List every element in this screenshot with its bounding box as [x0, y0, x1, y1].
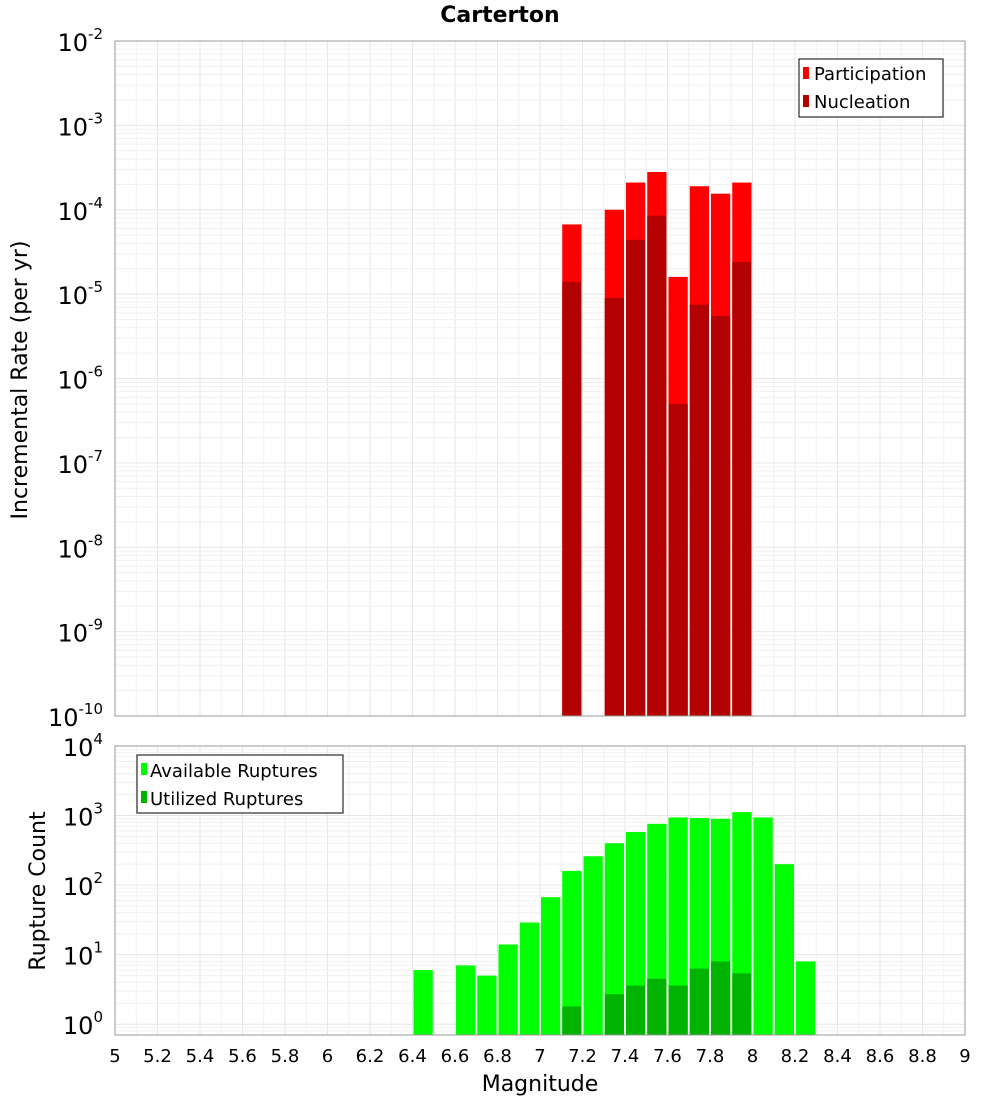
rate-nucleation-bar	[562, 281, 582, 716]
magnitude-tick-label: 6.2	[356, 1046, 385, 1067]
magnitude-tick-label: 6	[322, 1046, 333, 1067]
count-available-ruptures-bar	[753, 817, 773, 1035]
magnitude-tick-label: 7.6	[653, 1046, 682, 1067]
rate-y-tick-label: 10-9	[57, 616, 103, 648]
count-y-tick-label: 104	[63, 730, 103, 762]
x-axis-label: Magnitude	[482, 1072, 599, 1097]
magnitude-tick-label: 6.6	[441, 1046, 470, 1067]
count-available-ruptures-bar	[604, 843, 624, 1035]
rate-y-tick-label: 10-2	[57, 25, 103, 57]
rate-nucleation-bar	[668, 403, 688, 716]
magnitude-tick-label: 8.4	[823, 1046, 852, 1067]
rate-y-tick-label: 10-6	[57, 363, 103, 395]
rate-nucleation-bar	[647, 215, 667, 717]
rate-bars	[562, 172, 752, 717]
magnitude-tick-label: 8.8	[908, 1046, 937, 1067]
participation-legend-label: Participation	[814, 64, 926, 85]
rate-nucleation-bar	[604, 297, 624, 716]
rate-nucleation-bar	[732, 262, 752, 716]
available-legend-label: Available Ruptures	[150, 761, 318, 782]
count-available-ruptures-bar	[583, 856, 603, 1035]
rate-y-tick-label: 10-7	[57, 447, 103, 479]
magnitude-tick-label: 9	[959, 1046, 970, 1067]
rate-grid	[114, 40, 966, 717]
rate-y-ticks: 10-10 10-9 10-8 10-7 10-6 10-5 10-4 10-3 10-2	[48, 25, 103, 732]
count-y-tick-label: 103	[63, 800, 103, 832]
rate-legend: Participation Nucleation	[798, 58, 944, 118]
count-utilized-ruptures-bar	[711, 961, 731, 1035]
magnitude-x-ticks: 5 5.2 5.4 5.6 5.8 6 6.2 6.4 6.6 6.8 7 7.2 7.4 7.6 7.8 8…	[109, 1046, 970, 1067]
magnitude-tick-label: 8.2	[781, 1046, 810, 1067]
count-utilized-ruptures-bar	[562, 1006, 582, 1035]
count-available-ruptures-bar	[519, 922, 539, 1035]
count-available-ruptures-bar	[498, 944, 518, 1035]
rate-plot-frame	[114, 40, 966, 717]
count-available-ruptures-bar	[774, 864, 794, 1035]
count-y-ticks: 100 101 102 103 104	[63, 730, 103, 1040]
magnitude-tick-label: 5.2	[143, 1046, 172, 1067]
magnitude-tick-label: 8.6	[866, 1046, 895, 1067]
magnitude-tick-label: 5.8	[271, 1046, 300, 1067]
count-available-ruptures-bar	[796, 961, 816, 1035]
magnitude-tick-label: 6.4	[398, 1046, 427, 1067]
count-utilized-ruptures-bar	[732, 973, 752, 1035]
magnitude-tick-label: 5	[109, 1046, 120, 1067]
available-legend-swatch	[141, 763, 147, 775]
count-available-ruptures-bar	[477, 975, 497, 1035]
magnitude-tick-label: 7.8	[696, 1046, 725, 1067]
magnitude-tick-label: 5.6	[228, 1046, 257, 1067]
count-legend: Available Ruptures Utilized Ruptures	[136, 754, 344, 814]
count-y-tick-label: 100	[63, 1008, 103, 1040]
rate-y-axis-label: Incremental Rate (per yr)	[8, 241, 33, 520]
count-utilized-ruptures-bar	[626, 985, 646, 1035]
rate-y-tick-label: 10-4	[57, 194, 103, 226]
rate-nucleation-bar	[689, 304, 709, 716]
count-available-ruptures-bar	[562, 870, 582, 1035]
magnitude-tick-label: 5.4	[186, 1046, 215, 1067]
utilized-legend-label: Utilized Ruptures	[150, 789, 303, 810]
count-available-ruptures-bar	[413, 970, 433, 1035]
utilized-legend-swatch	[141, 791, 147, 803]
magnitude-tick-label: 7.4	[611, 1046, 640, 1067]
magnitude-tick-label: 7	[534, 1046, 545, 1067]
count-utilized-ruptures-bar	[604, 994, 624, 1035]
count-utilized-ruptures-bar	[668, 985, 688, 1035]
participation-legend-swatch	[803, 67, 809, 79]
count-available-ruptures-bar	[456, 965, 476, 1035]
count-available-ruptures-bar	[626, 832, 646, 1035]
rate-y-tick-label: 10-5	[57, 278, 103, 310]
count-y-tick-label: 101	[63, 939, 103, 971]
count-plot-frame	[114, 745, 966, 1036]
rate-y-tick-label: 10-8	[57, 531, 103, 563]
nucleation-legend-swatch	[803, 95, 809, 107]
count-y-tick-label: 102	[63, 869, 103, 901]
nucleation-legend-label: Nucleation	[814, 92, 910, 113]
rate-legend-box	[798, 58, 944, 118]
magnitude-tick-label: 7.2	[568, 1046, 597, 1067]
rate-panel: 10-10 10-9 10-8 10-7 10-6 10-5 10-4 10-3 10-2 In…	[8, 25, 966, 732]
rate-nucleation-bar	[711, 316, 731, 716]
count-legend-box	[136, 754, 344, 814]
count-utilized-ruptures-bar	[647, 978, 667, 1035]
count-utilized-ruptures-bar	[689, 968, 709, 1035]
magnitude-tick-label: 6.8	[483, 1046, 512, 1067]
rate-nucleation-bar	[626, 239, 646, 716]
count-bars	[413, 812, 816, 1035]
rate-y-tick-label: 10-3	[57, 109, 103, 141]
count-y-axis-label: Rupture Count	[26, 811, 51, 971]
count-panel: 100 101 102 103 104 5 5.2 5.4 5.6 5.8 6 6.2 6.4 6.6 6…	[26, 730, 971, 1097]
count-available-ruptures-bar	[668, 817, 688, 1035]
chart-title: Carterton	[440, 3, 559, 28]
count-available-ruptures-bar	[541, 897, 561, 1035]
magnitude-tick-label: 8	[747, 1046, 758, 1067]
rate-y-tick-label: 10-10	[48, 700, 103, 732]
